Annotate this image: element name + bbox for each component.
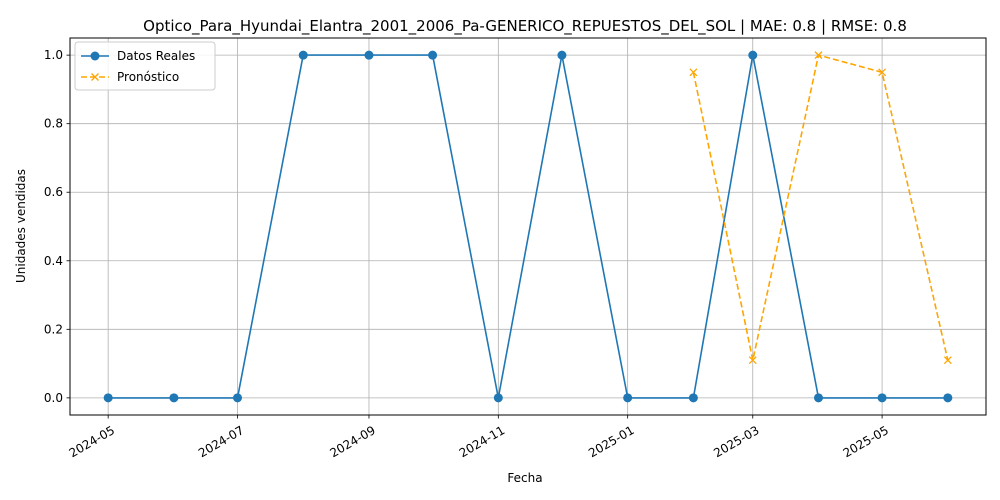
x-tick-label: 2024-09 [327,423,377,460]
x-marker [689,68,698,77]
x-tick-label: 2024-11 [457,423,507,460]
data-point-datos-reales [233,393,243,403]
x-marker [943,356,952,365]
grid [70,38,986,415]
y-axis-label: Unidades vendidas [14,169,28,283]
legend: Datos Reales Pronóstico [74,41,216,91]
series-line-pron-stico [692,54,949,361]
y-tick-label: 0.0 [44,391,63,405]
data-point-datos-reales [169,393,179,403]
series-line-datos-reales [108,54,948,399]
y-tick-label: 0.8 [44,117,63,131]
x-axis-label: Fecha [507,471,542,485]
y-tick-label: 1.0 [44,48,63,62]
x-tick-label: 2025-03 [711,423,761,460]
x-tick-label: 2025-05 [841,423,891,460]
data-point-datos-reales [813,393,823,403]
legend-marker-pron-stico [91,73,99,81]
data-point-pron-stico [878,68,887,77]
data-point-datos-reales [748,50,758,60]
data-point-datos-reales [943,393,953,403]
x-marker [878,68,887,77]
data-point-datos-reales [557,50,567,60]
data-point-pron-stico [814,51,823,60]
x-tick-label: 2025-01 [586,423,636,460]
data-point-datos-reales [688,393,698,403]
data-point-datos-reales [364,50,374,60]
y-tick-label: 0.6 [44,185,63,199]
data-point-pron-stico [748,356,757,365]
x-marker [814,51,823,60]
legend-label-datos-reales: Datos Reales [117,49,195,63]
data-point-pron-stico [689,68,698,77]
data-point-datos-reales [103,393,113,403]
legend-label-pron-stico: Pronóstico [117,70,179,84]
data-point-pron-stico [943,356,952,365]
y-tick-label: 0.2 [44,322,63,336]
x-tick-label: 2024-05 [67,423,117,460]
plot-area [103,50,953,403]
legend-box [74,41,216,91]
x-axis: 2024-05 2024-07 2024-09 2024-11 2025-01 2025-… [67,415,891,460]
y-axis: 0.0 0.2 0.4 0.6 0.8 1.0 [44,48,70,405]
legend-marker-datos-reales [90,51,100,61]
data-point-datos-reales [428,50,438,60]
x-marker [748,356,757,365]
data-point-datos-reales [877,393,887,403]
data-point-datos-reales [298,50,308,60]
data-point-datos-reales [493,393,503,403]
data-point-datos-reales [623,393,633,403]
chart-title: Optico_Para_Hyundai_Elantra_2001_2006_Pa… [143,17,907,36]
y-tick-label: 0.4 [44,254,63,268]
x-tick-label: 2024-07 [196,423,246,460]
plot-frame [69,37,987,416]
